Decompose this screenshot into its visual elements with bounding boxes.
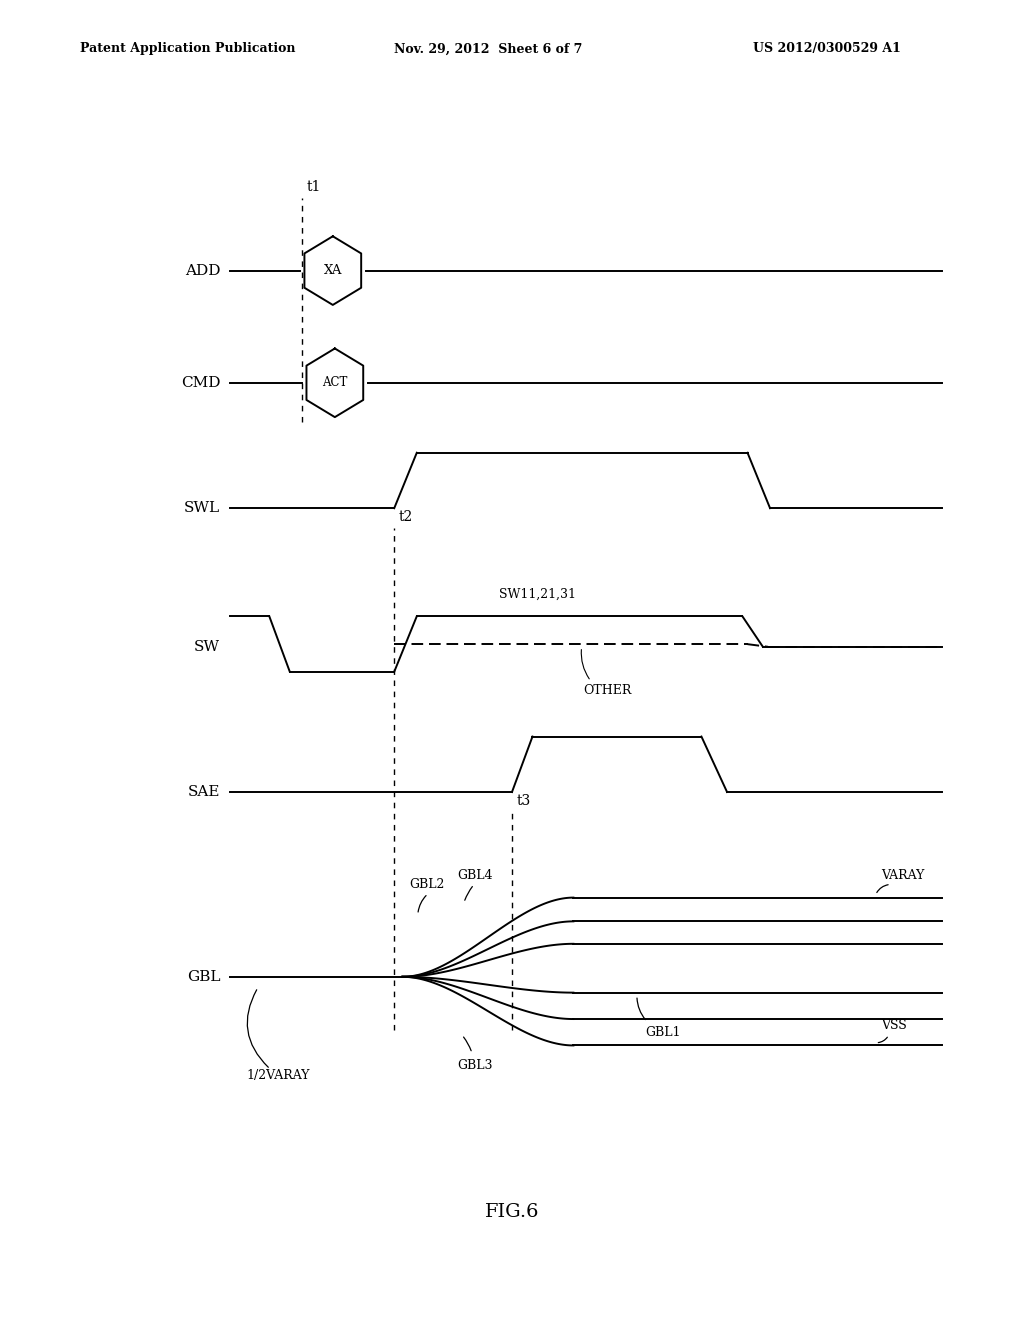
Text: ACT: ACT — [323, 376, 347, 389]
Text: OTHER: OTHER — [584, 684, 632, 697]
Text: GBL3: GBL3 — [458, 1059, 494, 1072]
Text: US 2012/0300529 A1: US 2012/0300529 A1 — [753, 42, 900, 55]
Text: Nov. 29, 2012  Sheet 6 of 7: Nov. 29, 2012 Sheet 6 of 7 — [394, 42, 583, 55]
Text: XA: XA — [324, 264, 342, 277]
Text: GBL1: GBL1 — [645, 1026, 681, 1039]
Text: FIG.6: FIG.6 — [484, 1203, 540, 1221]
Text: VSS: VSS — [881, 1019, 906, 1032]
Text: VARAY: VARAY — [881, 869, 924, 882]
Text: 1/2VARAY: 1/2VARAY — [247, 1069, 310, 1082]
Text: SW: SW — [195, 640, 220, 653]
Text: CMD: CMD — [180, 376, 220, 389]
Text: GBL2: GBL2 — [410, 878, 445, 891]
Text: GBL: GBL — [186, 970, 220, 983]
Text: t1: t1 — [306, 180, 321, 194]
Text: t3: t3 — [516, 793, 530, 808]
Text: Patent Application Publication: Patent Application Publication — [80, 42, 295, 55]
Text: t2: t2 — [398, 510, 413, 524]
Text: SWL: SWL — [184, 502, 220, 515]
Text: GBL4: GBL4 — [458, 869, 494, 882]
Text: SW11,21,31: SW11,21,31 — [499, 587, 577, 601]
Text: SAE: SAE — [187, 785, 220, 799]
Text: ADD: ADD — [184, 264, 220, 277]
